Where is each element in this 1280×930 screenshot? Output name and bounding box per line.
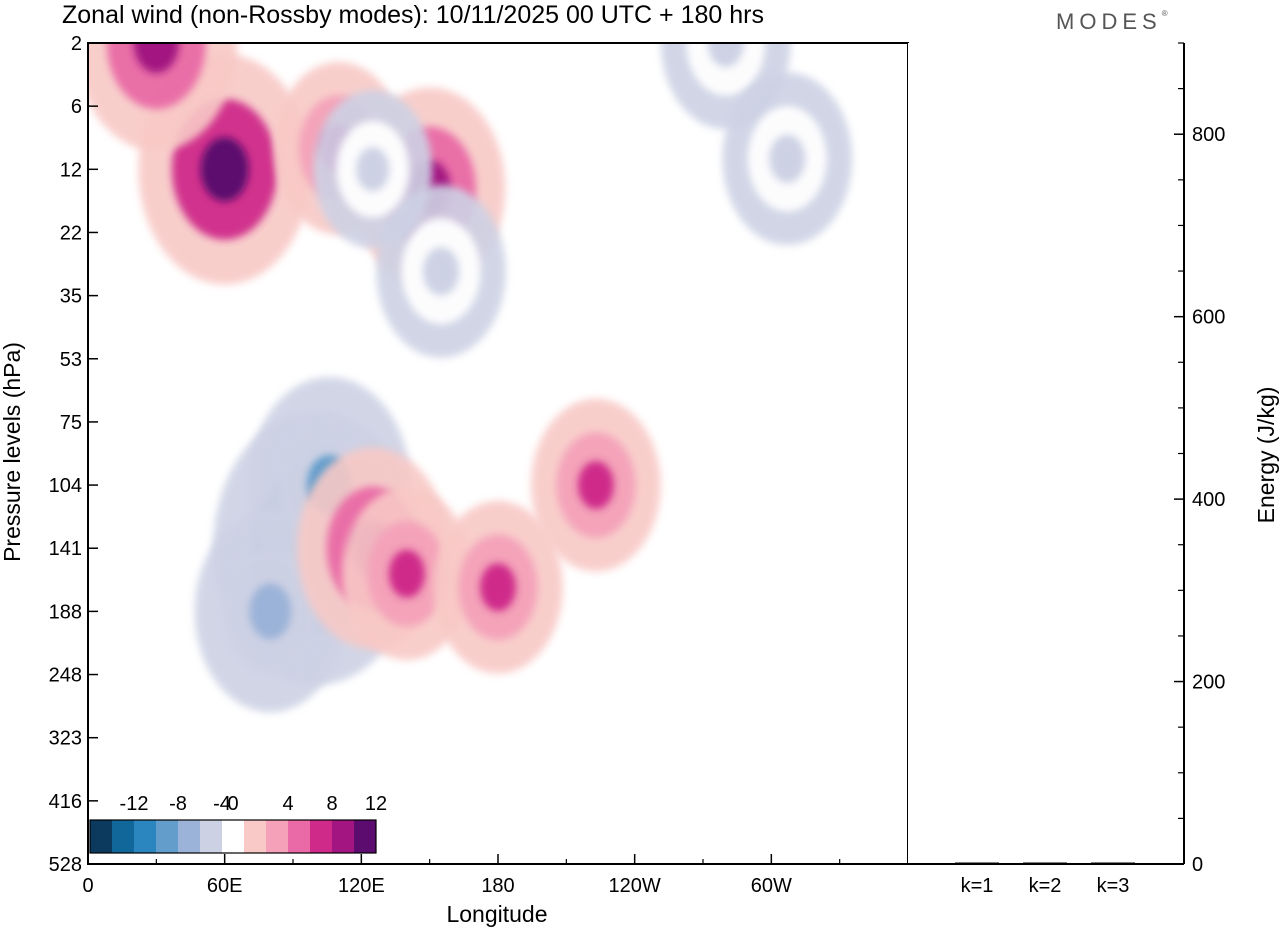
y-tick-label: 12 [60,159,82,181]
y-axis-label: Pressure levels (hPa) [0,342,25,562]
colorbar-label: 12 [365,793,387,815]
colorbar-frame [89,819,377,854]
heat-core-2 [249,583,292,640]
heat-core-4 [388,549,425,598]
brand-text: MODES [1056,9,1162,34]
heatmap-fields [88,43,853,713]
colorbar-label: 8 [326,793,337,815]
energy-bar-label: k=2 [1029,875,1062,897]
heat-core-5 [480,563,516,612]
y-tick-label: 323 [49,728,82,750]
heat-core-6 [577,461,614,510]
y-axis-left: 2 6 12 22 35 53 75 104 141 188 248 323 416 528 [49,33,98,876]
x-tick-label: 180 [481,875,514,897]
energy-bar-label: k=3 [1097,875,1130,897]
colorbar-swatch [266,820,288,853]
y-tick-label: 416 [49,791,82,813]
colorbar-swatch [156,820,178,853]
colorbar-swatch [178,820,200,853]
colorbar-swatch [90,820,112,853]
heat-core-8 [133,43,179,73]
colorbar-label: 4 [282,793,293,815]
energy-bar-k=2 [1023,862,1067,864]
registered-mark-icon: ® [1161,9,1168,18]
energy-bar-k=1 [955,862,999,864]
energy-bar-label: k=1 [961,875,994,897]
energy-bar-k=3 [1091,862,1135,864]
x-tick-label: 60E [207,875,243,897]
colorbar-swatch [222,820,244,853]
y-tick-label: 528 [49,854,82,876]
x-tick-label: 0 [82,875,93,897]
colorbar-label: -8 [169,793,187,815]
energy-bars: k=1 k=2 k=3 [955,862,1135,897]
x-tick-label: 120E [338,875,385,897]
heat-core-7 [200,137,249,202]
energy-plot-area [908,43,1184,864]
y-tick-label: 104 [49,475,82,497]
y-tick-label: 248 [49,665,82,687]
colorbar-label: -12 [120,793,149,815]
colorbar-swatch [310,820,332,853]
x-tick-label: 60W [751,875,792,897]
colorbar-swatch [134,820,156,853]
colorbar-swatch [332,820,354,853]
colorbar: -12 -8 -40 4 8 12 [89,793,387,854]
energy-tick-label: 800 [1192,124,1225,146]
y-tick-label: 35 [60,286,82,308]
y-tick-label: 22 [60,222,82,244]
colorbar-swatch [288,820,310,853]
y-axis-right: 0 200 400 600 800 [1174,42,1225,876]
energy-tick-label: 0 [1192,854,1203,876]
colorbar-swatch [354,820,376,853]
brand-logo: MODES® [1056,9,1168,35]
y-tick-label: 2 [71,33,82,55]
heat-core-13 [707,43,744,67]
colorbar-swatch [112,820,134,853]
energy-tick-label: 200 [1192,672,1225,694]
y-tick-label: 53 [60,349,82,371]
colorbar-label: -4 [213,793,231,815]
y-tick-label: 75 [60,412,82,434]
y-tick-label: 188 [49,601,82,623]
x-axis: 0 60E 120E 180 120W 60W [82,854,841,897]
heat-mid-8 [106,43,206,109]
colorbar-swatch [244,820,266,853]
energy-tick-label: 400 [1192,489,1225,511]
energy-axis-label: Energy (J/kg) [1253,387,1279,524]
heat-core-12 [356,147,390,192]
heat-core-11 [423,247,460,296]
y-tick-label: 141 [49,538,82,560]
chart-title: Zonal wind (non-Rossby modes): 10/11/202… [62,1,764,29]
x-axis-label: Longitude [446,901,547,927]
colorbar-label: 0 [227,793,238,815]
energy-tick-label: 600 [1192,307,1225,329]
heat-core-14 [769,134,806,183]
colorbar-swatch [200,820,222,853]
x-tick-label: 120W [609,875,661,897]
heat-mid-13 [686,43,766,96]
y-tick-label: 6 [71,96,82,118]
